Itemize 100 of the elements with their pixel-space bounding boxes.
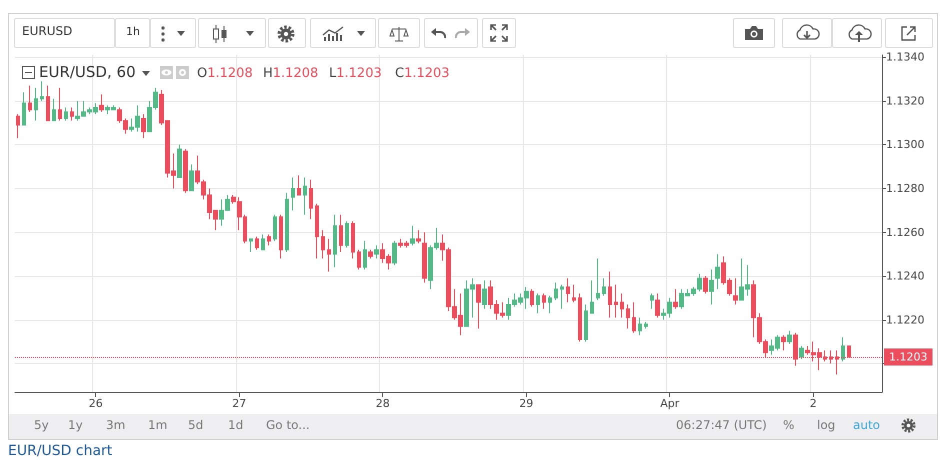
text: 1m bbox=[148, 418, 168, 432]
text: 3m bbox=[106, 418, 126, 432]
candlestick bbox=[614, 284, 618, 318]
y-tick-label: 1.1240 bbox=[886, 270, 924, 283]
candlestick bbox=[333, 214, 337, 268]
candlestick bbox=[374, 244, 379, 260]
candlestick bbox=[596, 258, 600, 301]
candlestick bbox=[733, 278, 738, 305]
candlestick bbox=[536, 293, 540, 314]
candlestick bbox=[52, 98, 56, 122]
candlestick bbox=[572, 284, 576, 303]
candlestick bbox=[183, 148, 188, 194]
candlestick bbox=[566, 278, 570, 303]
candlestick bbox=[303, 177, 307, 216]
candlestick bbox=[261, 234, 265, 250]
candlestick bbox=[673, 288, 678, 310]
candlestick bbox=[255, 236, 259, 250]
candlestick bbox=[273, 214, 277, 242]
candlestick bbox=[357, 249, 361, 270]
candlestick bbox=[841, 336, 845, 362]
y-tick-label: 1.1320 bbox=[886, 94, 924, 108]
candlestick bbox=[638, 317, 642, 336]
x-tick-label: 29 bbox=[519, 397, 534, 410]
candlestick bbox=[99, 94, 104, 112]
candlestick bbox=[291, 177, 295, 211]
annotation: C1.1203 bbox=[395, 66, 450, 81]
candlestick bbox=[285, 192, 289, 252]
text: EURUSD bbox=[22, 24, 72, 38]
candlestick bbox=[34, 87, 38, 122]
text: 1y bbox=[68, 418, 83, 432]
annotation: H1.1208 bbox=[263, 66, 318, 81]
text: EUR/USD, 60 bbox=[39, 63, 136, 81]
text: 1d bbox=[228, 418, 244, 432]
candlestick bbox=[602, 278, 606, 296]
candlestick bbox=[799, 346, 804, 360]
candlestick bbox=[16, 114, 20, 139]
text: log bbox=[817, 418, 836, 432]
text: % bbox=[783, 418, 794, 432]
candlestick bbox=[650, 293, 654, 310]
text: 5d bbox=[188, 418, 204, 432]
candlestick bbox=[279, 214, 283, 260]
x-tick-label: 28 bbox=[376, 397, 390, 410]
candlestick bbox=[608, 271, 612, 318]
candlestick bbox=[249, 238, 253, 252]
candlestick bbox=[363, 240, 367, 270]
text: auto bbox=[853, 418, 880, 432]
candlestick bbox=[715, 254, 720, 290]
candlestick bbox=[476, 284, 481, 330]
candlestick bbox=[339, 214, 343, 252]
candlestick bbox=[141, 114, 146, 139]
candlestick bbox=[309, 179, 313, 220]
candlestick bbox=[327, 238, 331, 272]
candlestick bbox=[644, 321, 648, 330]
candlestick bbox=[787, 330, 792, 344]
x-tick-label: 2 bbox=[810, 397, 817, 410]
y-tick-label: 1.1220 bbox=[886, 313, 924, 326]
text: EUR/USD chart bbox=[8, 443, 112, 459]
candlestick bbox=[703, 276, 708, 294]
y-tick-label: 1.1280 bbox=[886, 182, 924, 195]
candlestick bbox=[422, 232, 427, 284]
x-tick-label: Apr bbox=[660, 397, 680, 410]
candlestick bbox=[351, 220, 355, 260]
text: 5y bbox=[34, 418, 49, 432]
y-tick-label: 1.1300 bbox=[886, 138, 924, 152]
candlestick bbox=[392, 240, 397, 266]
text: Go to... bbox=[266, 418, 310, 432]
candlestick bbox=[560, 284, 564, 310]
text: 06:27:47 (UTC) bbox=[676, 418, 767, 432]
candlestick bbox=[70, 107, 74, 122]
candlestick bbox=[530, 288, 534, 308]
candlestick bbox=[709, 268, 714, 305]
candlestick bbox=[542, 293, 546, 310]
candlestick bbox=[626, 304, 630, 330]
candlestick bbox=[590, 280, 594, 314]
candlestick bbox=[189, 164, 194, 192]
candlestick bbox=[177, 144, 182, 178]
candlestick bbox=[22, 92, 26, 126]
x-tick-label: 26 bbox=[88, 397, 103, 410]
candlestick bbox=[58, 87, 62, 122]
candlestick bbox=[46, 85, 50, 122]
annotation: L1.1203 bbox=[329, 66, 382, 81]
candlestick bbox=[584, 304, 588, 342]
x-tick-label: 27 bbox=[232, 397, 246, 410]
candlestick bbox=[267, 234, 271, 246]
candlestick bbox=[620, 293, 624, 318]
candlestick bbox=[315, 203, 319, 260]
candlestick bbox=[416, 230, 421, 244]
candlestick bbox=[321, 230, 325, 260]
candlestick bbox=[368, 249, 373, 260]
candlestick bbox=[554, 282, 558, 301]
annotation: O1.1208 bbox=[197, 66, 253, 81]
candlestick bbox=[548, 295, 552, 314]
candlestick bbox=[64, 107, 68, 122]
ref-line-label: 1.1203 bbox=[889, 350, 928, 364]
candlestick bbox=[655, 293, 660, 318]
candlestick bbox=[297, 174, 301, 196]
y-tick-label: 1.1340 bbox=[886, 50, 924, 64]
candlestick bbox=[482, 280, 487, 310]
y-tick-label: 1.1260 bbox=[886, 226, 924, 239]
candlestick bbox=[632, 302, 636, 334]
